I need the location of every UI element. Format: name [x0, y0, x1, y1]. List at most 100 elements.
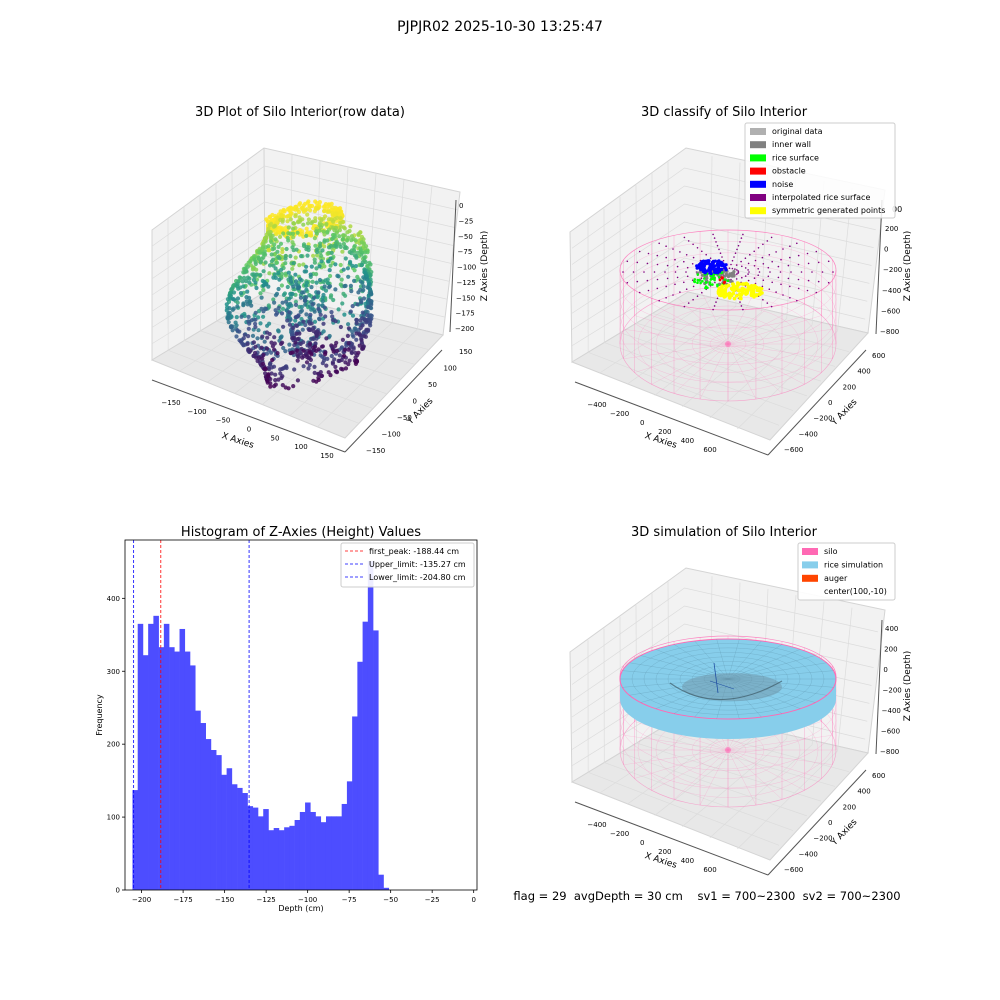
grid-line	[654, 732, 762, 816]
grid-line	[571, 203, 874, 282]
grid-line	[151, 201, 454, 280]
classify-legend-swatch-3	[750, 167, 766, 175]
raw-data-point	[270, 233, 275, 238]
grid-line	[668, 303, 850, 353]
raw-data-point	[314, 272, 319, 277]
raw-data-point	[325, 356, 330, 361]
raw-data-point	[266, 372, 271, 377]
raw-data-point	[234, 315, 239, 320]
rice-surface-point	[709, 278, 713, 281]
raw-data-point	[318, 370, 323, 375]
raw-data-point	[256, 355, 262, 360]
raw-data-point	[306, 199, 311, 204]
grid-line	[571, 605, 876, 685]
histogram-x-tick-label: −25	[425, 896, 440, 904]
raw-data-point	[327, 268, 332, 273]
noise-point	[716, 266, 720, 271]
interpolated-point	[780, 283, 782, 286]
interpolated-point	[672, 248, 674, 250]
raw-data-point	[269, 371, 274, 376]
histogram-bar	[148, 623, 154, 890]
interpolated-point	[768, 254, 771, 256]
silo-floor-spoke	[673, 343, 729, 394]
interpolated-point	[665, 297, 667, 299]
interpolated-point	[656, 263, 659, 266]
interpolated-point	[656, 254, 659, 257]
raw-data-point	[298, 201, 303, 206]
histogram-legend: first_peak: -188.44 cm Upper_limit: -135.…	[340, 542, 475, 588]
interpolated-point	[715, 241, 717, 243]
histogram-y-tick-label: 0	[116, 887, 120, 895]
simulation-y-tick-6: −600	[784, 866, 803, 874]
symmetric-point	[734, 294, 739, 298]
histogram-bar	[289, 825, 295, 890]
classify-legend-label-6: symmetric generated points	[772, 206, 885, 215]
raw-z-tick-5: −125	[457, 279, 476, 287]
rice-mesh-spoke	[727, 670, 834, 680]
interpolated-point	[789, 245, 791, 247]
raw-data-point	[348, 309, 353, 314]
grid-line	[571, 587, 878, 669]
raw-data-point	[231, 297, 237, 302]
grid-line	[737, 330, 838, 430]
interpolated-point	[626, 260, 629, 263]
silo-floor-spoke	[727, 749, 833, 765]
interpolated-point	[683, 281, 685, 284]
raw-data-point	[312, 236, 317, 241]
interpolated-point	[737, 272, 739, 274]
raw-data-point	[254, 285, 259, 291]
raw-data-point	[263, 366, 268, 371]
silo-floor-spoke	[634, 749, 729, 779]
classify-x-tick-4: 400	[681, 437, 694, 445]
symmetric-point	[729, 286, 734, 291]
raw-data-point	[281, 345, 286, 351]
simulation-floor-pane	[570, 711, 869, 861]
silo-floor-spoke	[727, 294, 783, 345]
interpolated-point	[769, 271, 771, 273]
histogram-bar	[357, 661, 363, 890]
raw-data-point	[254, 272, 259, 277]
raw-data-point	[369, 302, 374, 307]
silo-floor-spoke	[634, 315, 729, 345]
raw-data-point	[300, 327, 305, 332]
raw-data-point	[276, 328, 281, 333]
raw-data-point	[369, 313, 374, 318]
rice-surface-point	[693, 278, 697, 281]
interpolated-point	[740, 260, 742, 263]
histogram-bar	[299, 811, 306, 890]
interpolated-point	[741, 276, 743, 279]
interpolated-point	[739, 301, 741, 303]
raw-data-point	[312, 319, 318, 324]
raw-y-axis-line	[344, 349, 443, 453]
raw-z-tick-labels: 0 −25 −50 −75 −100 −125 −150 −175 −200	[455, 202, 476, 333]
rice-depression-edge	[669, 680, 783, 701]
simulation-y-axis-label: Y Axies	[829, 817, 860, 848]
histogram-legend-box	[340, 542, 475, 588]
raw-data-point	[321, 292, 326, 298]
interpolated-point	[744, 275, 747, 277]
classify-legend-swatch-2	[750, 154, 766, 162]
histogram-bar	[284, 827, 290, 890]
raw-z-tick-3: −75	[458, 248, 473, 256]
raw-data-point	[324, 222, 329, 227]
rice-mesh-spoke	[655, 649, 729, 680]
raw-data-point	[293, 255, 298, 260]
symmetric-point	[750, 288, 754, 292]
inner-wall-point	[729, 272, 733, 276]
simulation-x-tick-labels: −400 −200 0 200 400 600	[587, 821, 716, 874]
interpolated-point	[691, 263, 694, 265]
raw-data-point	[318, 312, 323, 317]
raw-data-point	[304, 233, 309, 238]
classify-y-tick-0: 600	[872, 352, 885, 360]
interpolated-point	[734, 268, 736, 270]
grid-line	[571, 239, 870, 314]
interpolated-point	[753, 277, 756, 280]
histogram-bar	[346, 781, 353, 890]
interpolated-point	[683, 236, 686, 239]
interpolated-point	[796, 299, 798, 302]
rice-mesh-spoke	[727, 678, 762, 718]
raw-data-point	[317, 316, 322, 321]
raw-data-point	[346, 326, 351, 331]
raw-data-point	[301, 319, 306, 324]
raw-data-point	[277, 277, 282, 282]
